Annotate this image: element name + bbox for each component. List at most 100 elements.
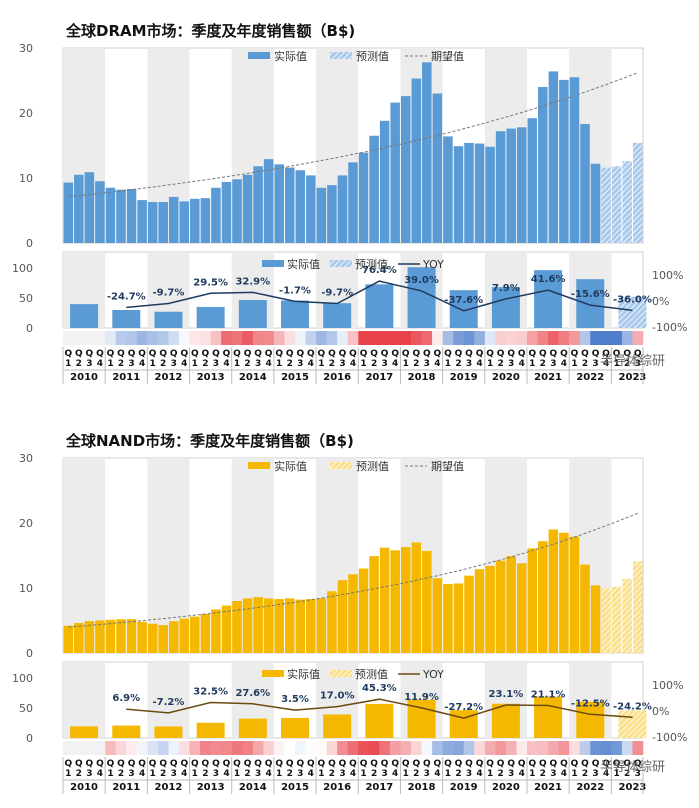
nand-legend2-forecast-swatch — [330, 670, 352, 677]
nand-q-number: 1 — [445, 769, 451, 779]
nand-quarter-bar — [306, 599, 316, 653]
nand-quarter-bar — [548, 529, 559, 653]
dram-quarter-bar — [400, 96, 411, 243]
nand-quarter-bar — [116, 619, 126, 653]
nand-yoy-label: -12.5% — [571, 698, 610, 709]
dram-heat-cell — [126, 331, 138, 345]
dram-q-number: 2 — [455, 359, 461, 369]
nand-year-label: 2016 — [323, 782, 351, 793]
dram-annual-bar — [449, 290, 478, 328]
nand-forecast-bar — [611, 586, 622, 653]
nand-annual-bar — [154, 726, 183, 738]
nand-q-prefix: Q — [202, 759, 210, 769]
nand-q-number: 1 — [150, 769, 156, 779]
nand-quarter-bar — [126, 619, 137, 653]
dram-heat-cell — [337, 331, 349, 345]
dram-annual-bar — [281, 300, 309, 328]
nand-q-number: 1 — [360, 769, 366, 779]
dram-annual-bar — [154, 311, 183, 328]
dram-heat-cell — [73, 331, 85, 345]
nand-q-prefix: Q — [497, 759, 505, 769]
nand-year-label: 2017 — [365, 782, 393, 793]
nand-q-prefix: Q — [128, 759, 136, 769]
dram-q-prefix: Q — [444, 349, 452, 359]
dram-q-prefix: Q — [507, 349, 515, 359]
dram-heat-cell — [600, 331, 612, 345]
dram-heat-cell — [94, 331, 106, 345]
nand-q-prefix: Q — [465, 759, 473, 769]
dram-quarter-bar — [337, 175, 348, 243]
nand-yoy-label: 27.6% — [235, 688, 270, 699]
dram-q-prefix: Q — [117, 349, 125, 359]
dram-quarter-bar — [485, 146, 495, 243]
dram-quarter-bar — [295, 170, 306, 243]
nand-q-number: 3 — [592, 769, 598, 779]
nand-q-prefix: Q — [149, 759, 157, 769]
nand-quarter-bar — [422, 550, 432, 653]
dram-q-prefix: Q — [307, 349, 315, 359]
dram-legend-forecast-swatch — [330, 52, 352, 59]
dram-q-number: 1 — [529, 359, 535, 369]
dram-yoy-label: 7.9% — [492, 283, 520, 294]
dram-heat-cell — [147, 331, 159, 345]
nand-heat-cell — [189, 741, 201, 755]
nand-heat-cell — [495, 741, 507, 755]
nand-legend-forecast-swatch — [330, 462, 352, 469]
nand-q-number: 4 — [223, 769, 229, 779]
nand-q-prefix: Q — [223, 759, 231, 769]
nand-heat-cell — [126, 741, 138, 755]
nand-q-number: 1 — [234, 769, 240, 779]
dram-forecast-bar — [611, 166, 622, 243]
nand-heat-cell — [242, 741, 254, 755]
dram-legend2-forecast: 预测值 — [355, 258, 388, 271]
nand-q-number: 2 — [540, 769, 546, 779]
dram-quarter-bar — [527, 118, 538, 243]
dram-quarter-bar — [232, 179, 242, 243]
nand-q-number: 4 — [519, 769, 525, 779]
nand-q-number: 2 — [160, 769, 166, 779]
nand-q-number: 2 — [202, 769, 208, 779]
dram-q-prefix: Q — [623, 349, 631, 359]
nand-heat-cell — [516, 741, 528, 755]
nand-q-number: 2 — [455, 769, 461, 779]
dram-legend2-actual-swatch — [262, 260, 284, 267]
nand-quarter-bar — [453, 583, 464, 653]
nand-heat-cell — [252, 741, 264, 755]
nand-heat-cell — [389, 741, 401, 755]
nand-quarterly-ytick: 0 — [26, 647, 33, 660]
dram-heat-cell — [463, 331, 475, 345]
dram-heat-cell — [200, 331, 211, 345]
nand-quarter-bar — [590, 585, 601, 653]
nand-quarter-bar — [232, 601, 242, 653]
dram-quarter-bar — [95, 181, 105, 243]
nand-heat-cell — [263, 741, 275, 755]
nand-heat-cell — [200, 741, 211, 755]
dram-expected-line — [68, 72, 638, 198]
dram-q-number: 2 — [118, 359, 124, 369]
dram-q-prefix: Q — [96, 349, 104, 359]
dram-heat-cell — [115, 331, 127, 345]
dram-quarter-bar — [200, 198, 211, 243]
dram-q-number: 4 — [519, 359, 525, 369]
nand-q-number: 3 — [128, 769, 134, 779]
dram-forecast-bar — [632, 142, 643, 243]
nand-heat-cell — [94, 741, 106, 755]
dram-heat-cell — [590, 331, 602, 345]
nand-year-stripe-annual — [147, 662, 190, 738]
dram-q-number: 4 — [434, 359, 440, 369]
nand-q-number: 3 — [635, 769, 641, 779]
nand-yoy-label: 11.9% — [404, 692, 439, 703]
dram-quarter-bar — [242, 174, 253, 243]
dram-yoy-label: -36.0% — [613, 294, 652, 305]
nand-yoy-line — [126, 698, 633, 719]
nand-heat-cell — [157, 741, 169, 755]
dram-q-number: 1 — [107, 359, 113, 369]
nand-heat-cell — [411, 741, 422, 755]
nand-year-label: 2018 — [408, 782, 436, 793]
nand-q-prefix: Q — [180, 759, 188, 769]
dram-quarter-bar — [284, 167, 295, 243]
nand-quarter-bar — [527, 548, 538, 653]
nand-q-prefix: Q — [402, 759, 410, 769]
dram-heat-cell — [221, 331, 233, 345]
